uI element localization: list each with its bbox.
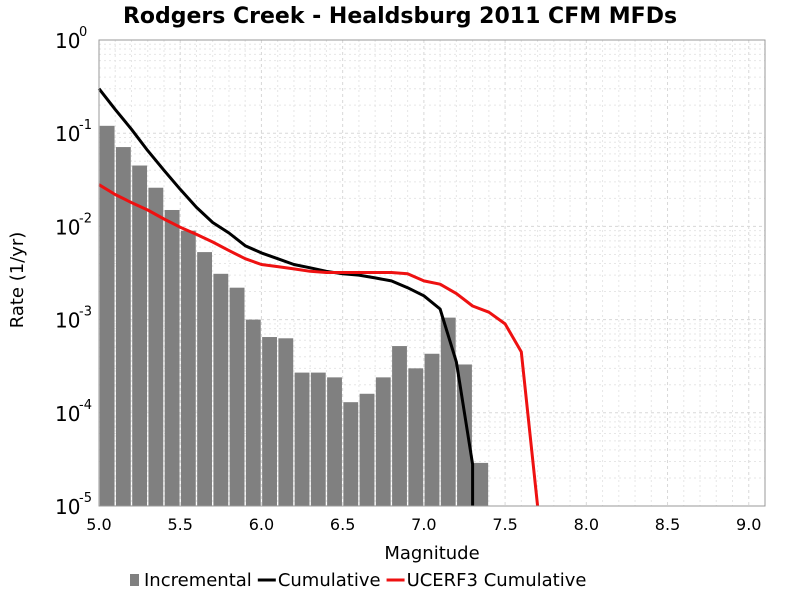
incremental-bar bbox=[473, 462, 489, 506]
x-tick-label: 7.5 bbox=[492, 515, 517, 534]
y-tick-label: 10-2 bbox=[55, 211, 92, 239]
y-tick-label: 10-5 bbox=[55, 491, 92, 519]
incremental-bars bbox=[99, 125, 489, 507]
x-tick-label: 7.0 bbox=[411, 515, 436, 534]
ucerf3-cumulative-line bbox=[98, 183, 540, 507]
y-tick-exponent: 0 bbox=[79, 25, 87, 40]
incremental-bar bbox=[424, 353, 440, 506]
incremental-bar bbox=[343, 402, 359, 506]
y-tick-label: 10-1 bbox=[55, 118, 92, 146]
x-tick-label: 5.0 bbox=[86, 515, 111, 534]
y-tick-exponent: -2 bbox=[79, 211, 92, 226]
y-tick-exponent: -4 bbox=[79, 398, 92, 413]
x-tick-label: 5.5 bbox=[167, 515, 192, 534]
x-tick-label: 6.0 bbox=[249, 515, 274, 534]
y-tick-base: 10 bbox=[55, 122, 80, 146]
legend-label-incremental: Incremental bbox=[144, 570, 252, 591]
incremental-bar bbox=[310, 372, 326, 506]
incremental-bar bbox=[262, 337, 277, 506]
incremental-bar bbox=[359, 393, 375, 506]
x-axis-ticks: 5.0 5.5 6.0 6.5 7.0 7.5 8.0 8.5 9.0 bbox=[86, 515, 761, 534]
plot-frame bbox=[98, 39, 766, 507]
y-tick-base: 10 bbox=[55, 29, 80, 53]
y-tick-label: 10-3 bbox=[55, 305, 92, 333]
cumulative-line bbox=[97, 87, 475, 506]
incremental-bar bbox=[132, 165, 148, 506]
incremental-bar bbox=[229, 287, 245, 506]
incremental-bar bbox=[392, 346, 407, 506]
y-tick-label: 10-4 bbox=[55, 398, 92, 426]
grid bbox=[98, 39, 766, 507]
x-axis-label: Magnitude bbox=[384, 543, 479, 564]
chart-title: Rodgers Creek - Healdsburg 2011 CFM MFDs bbox=[123, 4, 677, 29]
incremental-bar bbox=[148, 187, 164, 506]
legend-swatch-incremental bbox=[130, 574, 139, 586]
incremental-bar bbox=[440, 317, 456, 506]
legend: Incremental Cumulative UCERF3 Cumulative bbox=[130, 570, 586, 591]
incremental-bar bbox=[245, 319, 261, 506]
y-tick-base: 10 bbox=[55, 309, 80, 333]
incremental-bar bbox=[408, 368, 424, 506]
incremental-bar bbox=[375, 377, 391, 506]
y-tick-exponent: -3 bbox=[79, 305, 92, 320]
y-tick-exponent: -1 bbox=[79, 118, 92, 133]
incremental-bar bbox=[294, 372, 310, 506]
incremental-bar bbox=[457, 364, 472, 506]
incremental-bar bbox=[327, 377, 342, 506]
y-tick-exponent: -5 bbox=[79, 491, 92, 506]
y-tick-base: 10 bbox=[55, 402, 80, 426]
legend-label-cumulative: Cumulative bbox=[278, 570, 381, 591]
incremental-bar bbox=[115, 147, 131, 506]
x-tick-label: 8.5 bbox=[655, 515, 680, 534]
x-tick-label: 8.0 bbox=[574, 515, 599, 534]
y-tick-base: 10 bbox=[55, 495, 80, 519]
x-tick-label: 9.0 bbox=[736, 515, 761, 534]
y-tick-label: 100 bbox=[55, 25, 87, 53]
y-tick-base: 10 bbox=[55, 215, 80, 239]
incremental-bar bbox=[197, 252, 213, 506]
incremental-bar bbox=[180, 230, 196, 506]
x-tick-label: 6.5 bbox=[330, 515, 355, 534]
cumulative-lines bbox=[97, 87, 540, 507]
incremental-bar bbox=[213, 273, 229, 506]
incremental-bar bbox=[99, 125, 115, 506]
incremental-bar bbox=[278, 338, 294, 506]
y-axis-label: Rate (1/yr) bbox=[7, 232, 28, 329]
incremental-bar bbox=[164, 209, 180, 507]
legend-label-ucerf3-cumulative: UCERF3 Cumulative bbox=[407, 570, 587, 591]
